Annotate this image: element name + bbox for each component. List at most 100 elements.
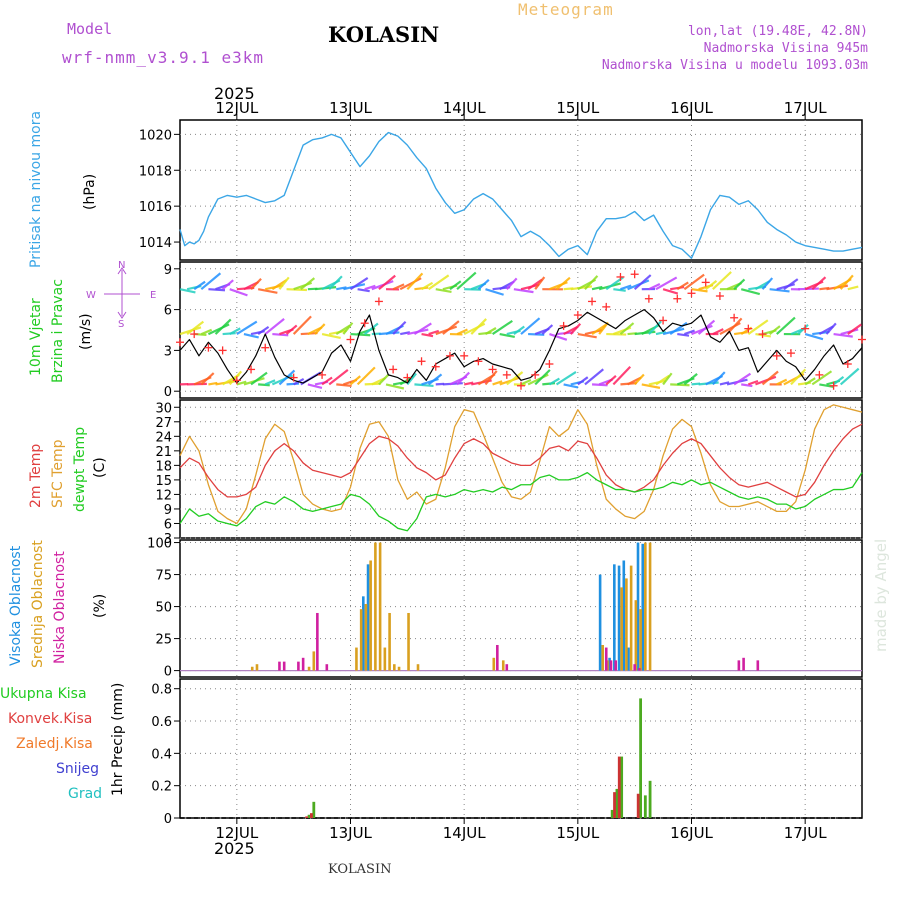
wind-barb-0-33 (258, 383, 270, 387)
wind-barb-1-282 (847, 323, 862, 335)
wind-barb-2-108 (435, 288, 452, 294)
gust-marker-41 (801, 324, 810, 333)
year-bottom: 2025 (214, 839, 255, 858)
precip-bar-1-2 (613, 792, 616, 818)
cloud-bar-0-0 (362, 596, 365, 671)
cloud-bar-1-23 (634, 600, 638, 671)
cloud-bar-1-5 (359, 609, 363, 671)
wind-barb-0-276 (832, 375, 845, 386)
wind-barb-2-129 (485, 288, 504, 296)
gust-marker-17 (460, 351, 469, 360)
gust-marker-8 (318, 370, 327, 379)
cloud-bar-0-3 (608, 657, 611, 671)
ytick-label-wind-2: 6 (164, 304, 172, 319)
precip-bar-0-6 (643, 795, 647, 818)
precip-legend-hail: Grad (68, 786, 103, 802)
wind-barb-2-66 (336, 286, 347, 291)
wind-barb-2-84 (378, 274, 396, 291)
wind-barb-0-150 (534, 369, 551, 386)
wind-barb-2-267 (811, 276, 827, 291)
wind-barb-0-279 (839, 367, 860, 386)
ytick-label-cloud-3: 75 (155, 569, 172, 584)
cloud-bar-1-1 (255, 664, 259, 671)
ytick-label-pressure-2: 1018 (139, 164, 172, 179)
precip-bar-1-3 (617, 756, 621, 818)
gust-marker-22 (531, 370, 540, 379)
ytick-label-precip-3: 0.6 (151, 715, 172, 730)
wind-barb-2-114 (449, 280, 462, 291)
cloud-bar-2-14 (742, 657, 745, 671)
wind-barb-1-153 (541, 324, 554, 335)
gust-marker-45 (858, 335, 866, 344)
wind-barb-2-282 (847, 285, 859, 291)
gust-marker-21 (517, 381, 525, 390)
wind-barb-2-141 (513, 288, 534, 294)
wind-barb-0-120 (463, 381, 474, 386)
sfc-temp-line (179, 404, 863, 525)
wind-barb-0-99 (414, 383, 434, 388)
ytick-label-precip-4: 0.8 (151, 683, 172, 698)
gust-marker-32 (673, 294, 682, 303)
cloud-bar-2-1 (282, 661, 286, 671)
wind-barb-1-141 (513, 325, 525, 335)
wind-barb-1-72 (350, 332, 371, 337)
wind-barb-0-234 (733, 372, 752, 386)
gust-marker-39 (772, 351, 781, 360)
wind-barb-2-210 (676, 281, 689, 291)
wind-barb-0-252 (776, 378, 788, 386)
dewpt-line (179, 471, 863, 532)
wind-barb-0-180 (605, 374, 617, 386)
wind-barb-2-174 (591, 285, 603, 291)
wind-barb-1-273 (825, 322, 837, 335)
wind-barb-1-9 (200, 328, 213, 336)
wind-barb-0-108 (435, 382, 445, 386)
cloud-bar-2-6 (496, 644, 499, 671)
ytick-label-temp-1: 6 (164, 517, 172, 532)
cloud-bar-1-7 (369, 560, 372, 671)
wind-barb-1-93 (400, 331, 411, 336)
wind-barb-2-33 (257, 288, 278, 294)
wind-barb-2-42 (278, 276, 290, 290)
wind-barb-1-144 (520, 317, 541, 335)
precip-bar-0-2 (610, 809, 614, 818)
wind-barb-0-240 (747, 379, 759, 386)
wind-barb-2-246 (761, 277, 774, 290)
cloud-bar-1-3 (312, 651, 316, 671)
cloud-bar-1-4 (355, 647, 358, 671)
compass-s: S (118, 319, 124, 328)
ytick-label-temp-7: 24 (155, 430, 172, 445)
wind-barb-0-24 (236, 380, 247, 386)
wind-barb-2-51 (300, 277, 316, 291)
gust-marker-40 (786, 349, 795, 358)
ytick-label-wind-1: 3 (164, 344, 172, 359)
wind-barb-0-162 (563, 383, 579, 389)
cloud-bar-2-10 (614, 660, 618, 671)
wind-barb-0-159 (555, 370, 577, 386)
gust-marker-6 (261, 343, 270, 352)
cloud-bar-0-8 (636, 542, 640, 671)
gust-marker-7 (289, 373, 298, 382)
wind-barb-1-15 (214, 318, 232, 335)
compass-w: W (86, 290, 96, 301)
cloud-bar-2-7 (505, 664, 509, 671)
wind-barb-1-198 (648, 320, 662, 335)
gust-marker-24 (559, 321, 568, 330)
precip-bar-0-7 (648, 780, 652, 818)
gust-marker-16 (445, 351, 454, 360)
model-label: Model (67, 20, 113, 38)
wind-barb-1-24 (236, 320, 258, 336)
wind-barb-1-276 (833, 332, 853, 338)
ytick-label-precip-2: 0.4 (151, 747, 172, 762)
wind-barb-0-207 (670, 383, 690, 387)
ytick-label-temp-6: 21 (155, 445, 172, 460)
cloud-bar-1-21 (625, 578, 628, 671)
cloud-bar-2-15 (756, 660, 760, 671)
wind-barb-1-129 (484, 327, 497, 336)
wind-barb-2-171 (584, 275, 599, 290)
wind-barb-2-117 (456, 271, 477, 291)
gust-marker-28 (616, 272, 625, 281)
gust-marker-1 (190, 330, 199, 339)
wind-barb-2-198 (648, 282, 661, 291)
gust-marker-35 (715, 292, 724, 300)
